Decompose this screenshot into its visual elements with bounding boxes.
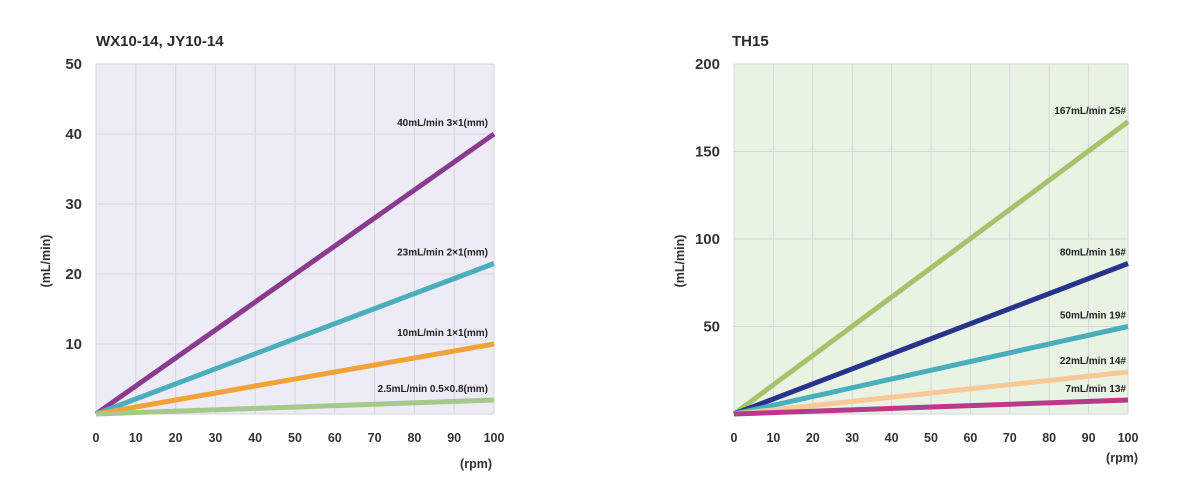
x-axis-label: (rpm) <box>1106 451 1138 465</box>
x-tick-label: 40 <box>248 431 262 445</box>
x-tick-label: 90 <box>1082 431 1096 445</box>
series-label: 40mL/min 3×1(mm) <box>397 118 488 129</box>
x-axis-label: (rpm) <box>460 457 492 471</box>
series-line <box>733 397 1129 417</box>
chart-title: TH15 <box>732 33 769 50</box>
x-tick-label: 50 <box>288 431 302 445</box>
series-line <box>733 324 1129 417</box>
x-tick-label: 20 <box>169 431 183 445</box>
series-label: 2.5mL/min 0.5×0.8(mm) <box>378 384 488 395</box>
y-tick-label: 200 <box>695 56 720 73</box>
x-tick-label: 50 <box>924 431 938 445</box>
y-tick-label: 10 <box>65 336 82 353</box>
series-label: 167mL/min 25# <box>1054 106 1126 117</box>
series-line <box>732 119 1130 417</box>
y-tick-label: 50 <box>703 319 720 336</box>
series-label: 22mL/min 14# <box>1060 356 1127 367</box>
y-tick-label: 50 <box>65 56 82 73</box>
y-tick-label: 20 <box>65 266 82 283</box>
x-tick-label: 80 <box>1042 431 1056 445</box>
x-tick-label: 30 <box>208 431 222 445</box>
chart-title: WX10-14, JY10-14 <box>96 33 224 50</box>
series-label: 10mL/min 1×1(mm) <box>397 328 488 339</box>
x-tick-label: 60 <box>328 431 342 445</box>
x-tick-label: 20 <box>806 431 820 445</box>
x-tick-label: 70 <box>1003 431 1017 445</box>
x-tick-label: 40 <box>885 431 899 445</box>
y-tick-label: 40 <box>65 126 82 143</box>
y-tick-label: 150 <box>695 144 720 161</box>
x-tick-label: 70 <box>368 431 382 445</box>
x-tick-label: 60 <box>963 431 977 445</box>
chart-2: TH15 50 100 150 200 0 10 20 30 40 50 60 70 80 90 100 (mL… <box>673 33 1138 465</box>
x-tick-label: 10 <box>766 431 780 445</box>
series-line <box>733 261 1129 417</box>
series-line <box>95 341 495 417</box>
series-label: 80mL/min 16# <box>1060 248 1127 259</box>
series-line <box>733 369 1129 417</box>
y-axis-label: (mL/min) <box>39 235 53 288</box>
x-tick-label: 80 <box>407 431 421 445</box>
x-tick-label: 90 <box>447 431 461 445</box>
chart-1: WX10-14, JY10-14 10 20 30 40 50 0 10 20 30 40 50 60 7… <box>39 33 504 471</box>
y-tick-label: 100 <box>695 231 720 248</box>
series-line <box>95 261 495 417</box>
series-line <box>94 131 496 417</box>
y-tick-label: 30 <box>65 196 82 213</box>
x-tick-label: 10 <box>129 431 143 445</box>
x-tick-label: 0 <box>731 431 738 445</box>
series-line <box>95 397 495 417</box>
x-tick-label: 0 <box>93 431 100 445</box>
series-label: 23mL/min 2×1(mm) <box>397 248 488 259</box>
x-tick-label: 100 <box>484 431 505 445</box>
y-axis-label: (mL/min) <box>673 235 687 288</box>
series-label: 7mL/min 13# <box>1065 384 1126 395</box>
series-label: 50mL/min 19# <box>1060 311 1127 322</box>
x-tick-label: 30 <box>845 431 859 445</box>
x-tick-label: 100 <box>1118 431 1139 445</box>
